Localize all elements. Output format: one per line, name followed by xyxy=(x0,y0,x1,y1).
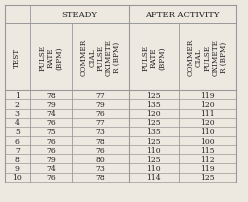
Text: 79: 79 xyxy=(46,155,56,163)
Text: 120: 120 xyxy=(147,110,161,118)
Text: 120: 120 xyxy=(200,101,214,108)
Text: 3: 3 xyxy=(15,110,20,118)
Text: 76: 76 xyxy=(46,173,56,181)
Text: 76: 76 xyxy=(46,146,56,154)
Text: 125: 125 xyxy=(147,137,161,145)
Text: 119: 119 xyxy=(200,92,214,99)
Text: 2: 2 xyxy=(15,101,20,108)
Text: AFTER ACTIVITY: AFTER ACTIVITY xyxy=(145,11,219,19)
Text: 125: 125 xyxy=(147,92,161,99)
Text: 73: 73 xyxy=(95,164,105,172)
Text: 80: 80 xyxy=(95,155,105,163)
Text: 100: 100 xyxy=(200,137,214,145)
Text: 77: 77 xyxy=(95,92,105,99)
Text: 73: 73 xyxy=(95,128,105,136)
Text: 135: 135 xyxy=(146,128,161,136)
Text: 9: 9 xyxy=(15,164,20,172)
Text: PULSE
RATE
(BPM): PULSE RATE (BPM) xyxy=(38,45,63,70)
Text: 76: 76 xyxy=(95,110,105,118)
Text: 125: 125 xyxy=(147,119,161,127)
Text: 79: 79 xyxy=(46,101,56,108)
Text: 111: 111 xyxy=(200,110,214,118)
Text: COMMER
CIAL
PULSE
OXIMETE
R (BPM): COMMER CIAL PULSE OXIMETE R (BPM) xyxy=(186,39,228,76)
Text: 76: 76 xyxy=(46,119,56,127)
Text: 77: 77 xyxy=(95,119,105,127)
Text: 10: 10 xyxy=(12,173,22,181)
Text: 125: 125 xyxy=(147,155,161,163)
Text: 74: 74 xyxy=(46,164,56,172)
Text: 74: 74 xyxy=(46,110,56,118)
Text: 5: 5 xyxy=(15,128,20,136)
Text: PULSE
RATE
(BPM): PULSE RATE (BPM) xyxy=(141,45,166,70)
Text: 110: 110 xyxy=(147,146,161,154)
Text: 78: 78 xyxy=(46,92,56,99)
Text: 6: 6 xyxy=(15,137,20,145)
Text: 79: 79 xyxy=(95,101,105,108)
Text: 4: 4 xyxy=(15,119,20,127)
Text: STEADY: STEADY xyxy=(61,11,97,19)
Text: 120: 120 xyxy=(200,119,214,127)
Text: 75: 75 xyxy=(46,128,56,136)
Text: TEST: TEST xyxy=(13,47,21,68)
Text: 7: 7 xyxy=(15,146,20,154)
Text: 78: 78 xyxy=(95,137,105,145)
Text: 78: 78 xyxy=(95,173,105,181)
Text: 114: 114 xyxy=(147,173,161,181)
Text: 76: 76 xyxy=(46,137,56,145)
Text: 110: 110 xyxy=(200,128,214,136)
Text: 112: 112 xyxy=(200,155,214,163)
Text: 115: 115 xyxy=(200,146,214,154)
Text: 119: 119 xyxy=(200,164,214,172)
Text: 125: 125 xyxy=(200,173,214,181)
Text: 76: 76 xyxy=(95,146,105,154)
Text: 8: 8 xyxy=(15,155,20,163)
Text: 110: 110 xyxy=(147,164,161,172)
Text: COMMER
CIAL
PULSE
OXIMETE
R (BPM): COMMER CIAL PULSE OXIMETE R (BPM) xyxy=(80,39,121,76)
Text: 1: 1 xyxy=(15,92,20,99)
Text: 135: 135 xyxy=(146,101,161,108)
